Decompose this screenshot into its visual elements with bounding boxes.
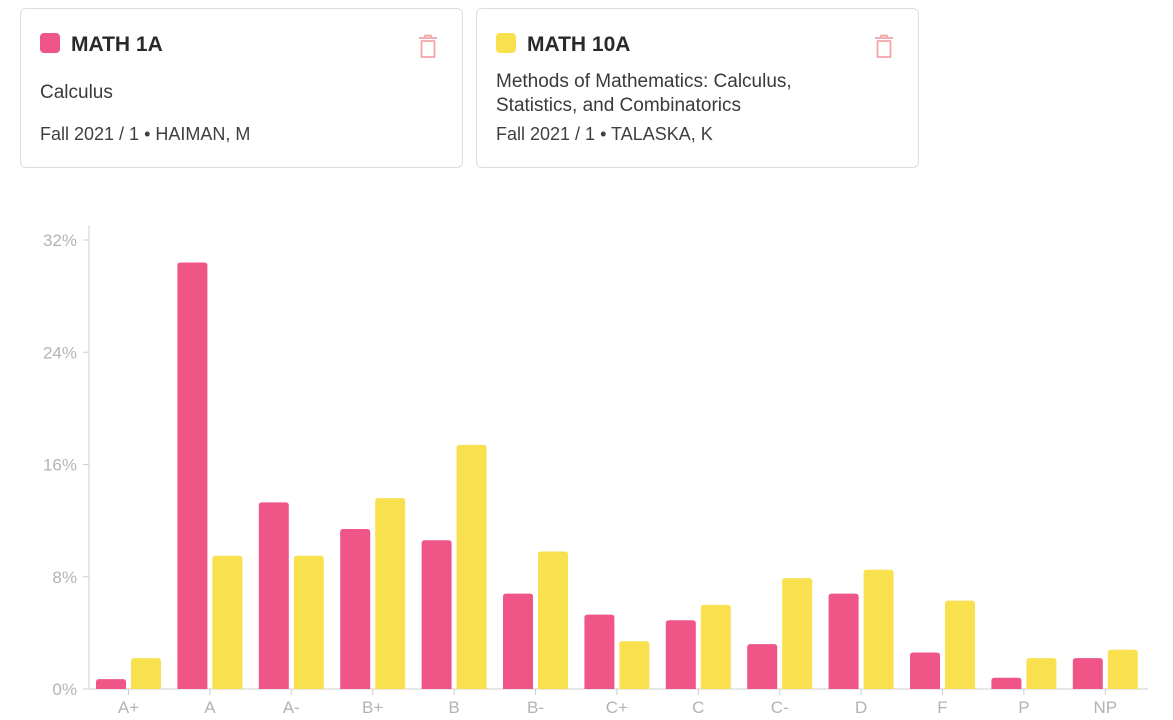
- bar-math-1a-B: [421, 540, 452, 689]
- x-tick-label: B+: [362, 698, 383, 717]
- bar-math-10a-C-: [782, 578, 813, 689]
- bar-math-1a-C: [665, 620, 696, 689]
- course-meta: Fall 2021 / 1 • TALASKA, K: [496, 124, 713, 144]
- x-tick-label: NP: [1093, 698, 1117, 717]
- x-tick-label: C: [692, 698, 704, 717]
- course-title: Calculus: [40, 82, 113, 103]
- trash-icon[interactable]: [416, 33, 440, 59]
- bar-math-10a-A: [212, 555, 243, 689]
- y-tick-label: 8%: [52, 568, 77, 587]
- x-tick-label: A: [204, 698, 216, 717]
- bar-math-1a-P: [991, 677, 1022, 689]
- bar-math-10a-C: [700, 604, 731, 689]
- bar-math-1a-C+: [584, 614, 615, 689]
- bar-math-10a-F: [945, 600, 975, 689]
- bar-math-10a-P: [1026, 658, 1057, 689]
- bar-math-10a-A+: [131, 658, 161, 689]
- bar-math-10a-B: [456, 444, 487, 689]
- bar-math-1a-A-: [258, 502, 289, 689]
- course-meta: Fall 2021 / 1 • HAIMAN, M: [40, 124, 251, 144]
- course-code: MATH 10A: [527, 33, 631, 56]
- x-tick-label: F: [937, 698, 947, 717]
- bar-math-1a-C-: [747, 644, 778, 689]
- bar-math-1a-F: [910, 652, 940, 689]
- x-tick-label: A+: [118, 698, 139, 717]
- bar-math-1a-D: [828, 593, 859, 689]
- y-tick-label: 0%: [52, 680, 77, 699]
- course-card-math-10a: MATH 10A Methods of Mathematics: Calculu…: [476, 8, 919, 168]
- y-tick-label: 24%: [43, 343, 77, 362]
- y-tick-label: 16%: [43, 456, 77, 475]
- x-tick-label: B: [448, 698, 459, 717]
- x-tick-label: D: [855, 698, 867, 717]
- x-tick-label: A-: [283, 698, 300, 717]
- bar-math-1a-B-: [503, 593, 533, 689]
- course-color-swatch: [40, 33, 60, 53]
- course-code: MATH 1A: [71, 33, 163, 56]
- bar-math-1a-A+: [96, 679, 126, 689]
- x-tick-label: B-: [527, 698, 544, 717]
- trash-icon[interactable]: [872, 33, 896, 59]
- course-title: Methods of Mathematics: Calculus, Statis…: [496, 71, 792, 116]
- x-tick-label: C-: [771, 698, 789, 717]
- bar-math-10a-A-: [293, 555, 324, 689]
- bar-math-1a-B+: [340, 529, 371, 689]
- bar-math-10a-D: [863, 569, 894, 689]
- bar-math-10a-B-: [538, 551, 568, 689]
- bar-math-1a-NP: [1072, 658, 1103, 689]
- bar-math-10a-C+: [619, 641, 650, 689]
- course-card-math-1a: MATH 1A Calculus Fall 2021 / 1 • HAIMAN,…: [20, 8, 463, 168]
- x-tick-label: P: [1018, 698, 1029, 717]
- course-color-swatch: [496, 33, 516, 53]
- bar-math-1a-A: [177, 262, 208, 689]
- grade-distribution-chart: 0% 8% 16% 24% 32% A+ A A- B+ B B- C+ C C- D F P NP: [43, 225, 1148, 717]
- bar-math-10a-B+: [375, 498, 406, 689]
- bar-math-10a-NP: [1107, 649, 1138, 689]
- x-tick-label: C+: [606, 698, 628, 717]
- y-tick-label: 32%: [43, 231, 77, 250]
